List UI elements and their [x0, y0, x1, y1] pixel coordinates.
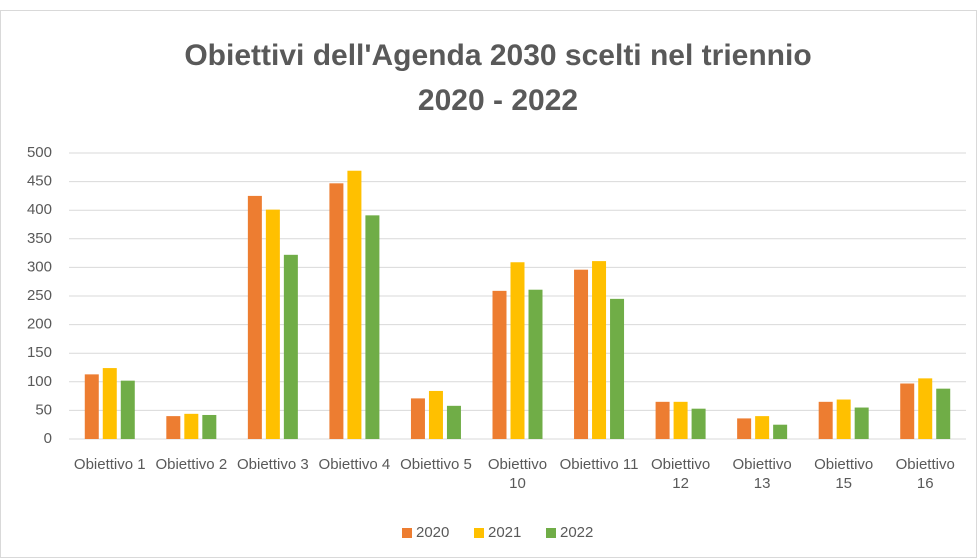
y-tick-label: 250	[27, 287, 52, 304]
bar	[102, 368, 117, 439]
y-tick-label: 500	[27, 144, 52, 161]
x-tick-label: Obiettivo 1	[73, 456, 146, 473]
x-tick-label: Obiettivo 15	[814, 456, 874, 492]
x-tick-label: Obiettivo 12	[650, 456, 711, 492]
bar	[120, 380, 135, 439]
x-tick-label: Obiettivo 2	[155, 456, 228, 473]
bar	[510, 262, 525, 439]
bar	[365, 215, 380, 439]
bar	[610, 298, 625, 439]
legend-label: 2022	[560, 524, 593, 541]
bar	[265, 209, 280, 439]
x-tick-label: Obiettivo 13	[732, 456, 792, 492]
x-tick-label: Obiettivo 3	[237, 456, 309, 473]
legend-label: 2021	[488, 524, 521, 541]
bar	[184, 413, 199, 439]
bar	[329, 183, 344, 439]
y-tick-label: 150	[27, 344, 52, 361]
bar	[283, 254, 298, 439]
y-tick-label: 100	[27, 373, 52, 390]
x-tick-label: Obiettivo 5	[400, 456, 472, 473]
bar	[818, 401, 833, 439]
bar	[166, 416, 181, 439]
y-tick-label: 50	[35, 401, 52, 418]
legend-swatch	[546, 528, 556, 538]
x-tick-label: Obiettivo 16	[895, 456, 955, 492]
bar	[773, 424, 788, 439]
bar	[691, 408, 706, 439]
bar	[936, 388, 951, 439]
x-tick-label: Obiettivo 10	[487, 456, 548, 492]
bar	[854, 407, 869, 439]
y-tick-label: 400	[27, 201, 52, 218]
x-tick-label: Obiettivo 4	[318, 456, 391, 473]
bar	[737, 418, 752, 439]
bar	[247, 195, 262, 439]
bar	[347, 170, 362, 439]
legend-label: 2020	[416, 524, 449, 541]
bar	[673, 401, 688, 439]
bar	[428, 390, 443, 439]
chart-border	[0, 10, 977, 558]
y-tick-label: 450	[27, 173, 52, 190]
bar	[836, 399, 851, 439]
bar	[410, 398, 425, 439]
bar	[900, 383, 915, 439]
bar	[574, 269, 589, 439]
y-tick-label: 350	[27, 230, 52, 247]
bar	[492, 290, 507, 439]
x-tick-label: Obiettivo 11	[559, 456, 639, 473]
y-tick-label: 300	[27, 258, 52, 275]
bar	[528, 289, 543, 439]
chart-title: 2020 - 2022	[418, 84, 578, 117]
y-tick-label: 0	[44, 430, 52, 447]
chart-title: Obiettivi dell'Agenda 2030 scelti nel tr…	[184, 39, 811, 72]
bar	[202, 414, 217, 439]
bar	[446, 405, 461, 439]
bar	[918, 378, 933, 439]
y-tick-label: 200	[27, 316, 52, 333]
bar	[592, 261, 607, 439]
bar	[84, 374, 99, 439]
legend-swatch	[402, 528, 412, 538]
legend-swatch	[474, 528, 484, 538]
bar	[755, 416, 770, 439]
bar	[655, 401, 670, 439]
